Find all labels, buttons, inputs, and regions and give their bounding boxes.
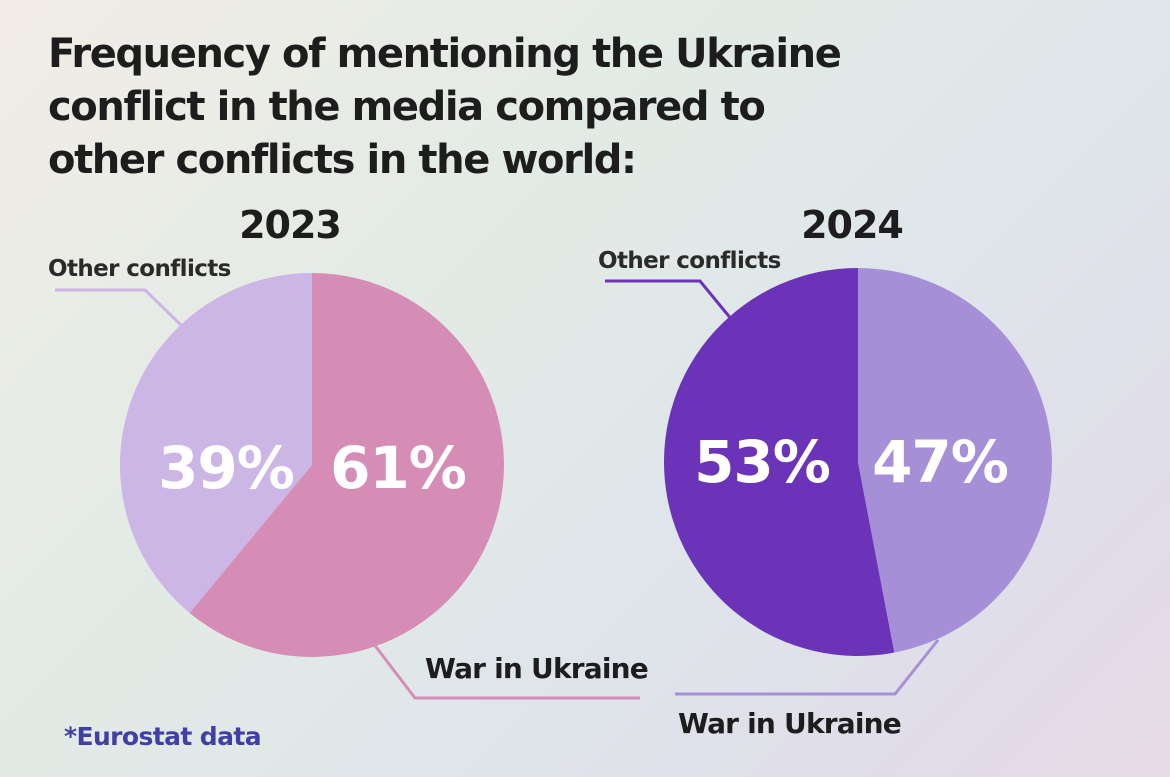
pie-2023-leader-war (371, 642, 640, 700)
pie-2024: 2024 Other conflicts War in Ukraine 53% … (598, 203, 1052, 740)
pie-2024-label-war: War in Ukraine (678, 707, 901, 740)
pie-2023-label-other: Other conflicts (48, 256, 231, 282)
pie-2024-slice-other-conflicts (663, 267, 895, 657)
pie-2023: 2023 Other conflicts War in Ukraine 39% … (48, 203, 649, 700)
pie-2024-year: 2024 (801, 203, 903, 247)
pie-2024-value-war: 47% (872, 428, 1008, 496)
footnote: *Eurostat data (64, 722, 262, 751)
pie-2023-slice-other-conflicts (119, 273, 312, 613)
chart-title: Frequency of mentioning the Ukraine conf… (48, 31, 842, 183)
pie-2023-value-other: 39% (158, 434, 294, 502)
pie-2023-leader-other (55, 288, 184, 328)
pie-2023-slice-war-in-ukraine (189, 273, 504, 657)
pie-2023-value-war: 61% (330, 434, 466, 502)
pie-2024-label-other: Other conflicts (598, 248, 781, 274)
pie-2024-slice-war-in-ukraine (858, 268, 1052, 653)
pie-2024-leader-other (605, 279, 734, 321)
pie-2024-leader-war (675, 639, 940, 696)
pie-2024-value-other: 53% (694, 428, 830, 496)
pie-2023-year: 2023 (239, 203, 341, 247)
pie-2023-label-war: War in Ukraine (425, 652, 648, 685)
